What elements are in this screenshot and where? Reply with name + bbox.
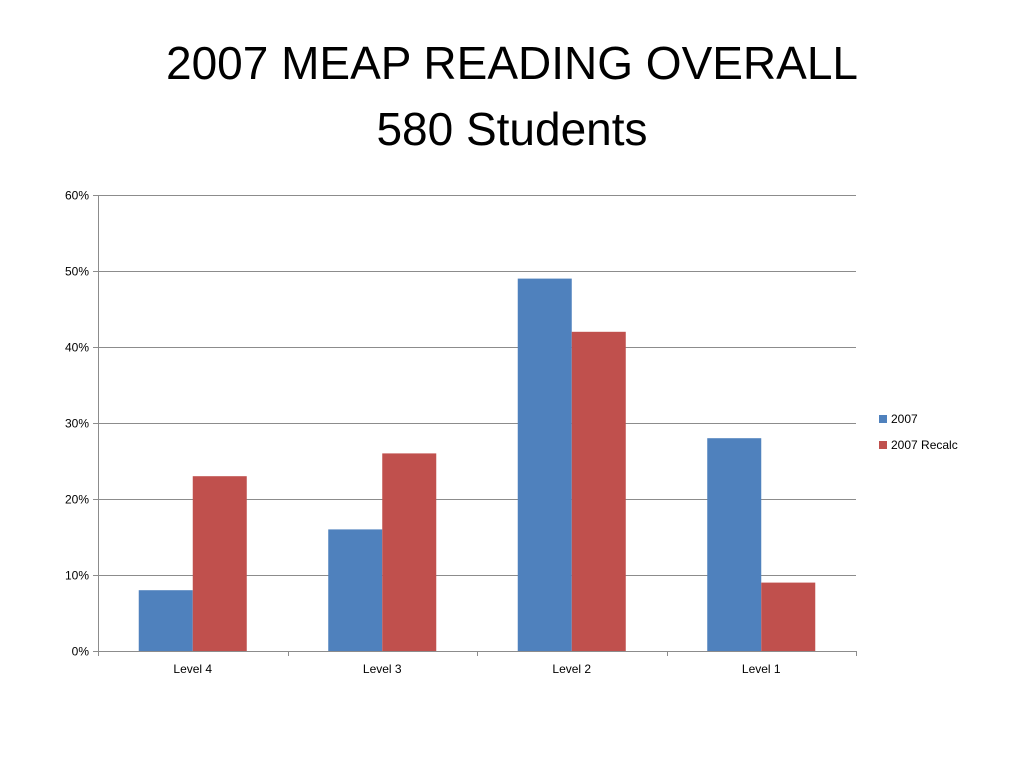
x-tick-label: Level 1 bbox=[742, 662, 781, 676]
y-axis-tick-labels: 0% 10% 20% 30% 40% 50% 60% bbox=[65, 189, 89, 659]
y-tick-label: 40% bbox=[65, 341, 89, 355]
bars bbox=[138, 278, 816, 651]
axes bbox=[93, 195, 857, 656]
bar-2007-level-1 bbox=[707, 438, 762, 651]
title-line-2: 580 Students bbox=[376, 103, 648, 155]
legend-swatch bbox=[879, 441, 887, 449]
chart-title: 2007 MEAP READING OVERALL 580 Students bbox=[0, 30, 1024, 162]
bar-2007-level-3 bbox=[328, 529, 383, 651]
y-tick-label: 10% bbox=[65, 569, 89, 583]
x-tick-label: Level 4 bbox=[173, 662, 212, 676]
legend: 2007 2007 Recalc bbox=[879, 412, 958, 452]
y-tick-label: 20% bbox=[65, 493, 89, 507]
y-tick-label: 0% bbox=[72, 645, 90, 659]
x-tick-label: Level 3 bbox=[363, 662, 402, 676]
title-line-1: 2007 MEAP READING OVERALL bbox=[166, 37, 858, 89]
x-tick-label: Level 2 bbox=[552, 662, 591, 676]
bar-2007-recalc-level-4 bbox=[192, 476, 247, 651]
legend-label: 2007 bbox=[891, 412, 918, 426]
y-tick-label: 60% bbox=[65, 189, 89, 203]
bar-2007-level-4 bbox=[138, 590, 193, 651]
bar-2007-recalc-level-1 bbox=[761, 582, 816, 651]
legend-swatch bbox=[879, 415, 887, 423]
y-tick-label: 30% bbox=[65, 417, 89, 431]
x-axis-tick-labels: Level 4 Level 3 Level 2 Level 1 bbox=[173, 662, 781, 676]
bar-2007-level-2 bbox=[517, 278, 572, 651]
bar-2007-recalc-level-2 bbox=[571, 331, 626, 651]
legend-label: 2007 Recalc bbox=[891, 438, 958, 452]
y-tick-label: 50% bbox=[65, 265, 89, 279]
bar-2007-recalc-level-3 bbox=[382, 453, 437, 651]
